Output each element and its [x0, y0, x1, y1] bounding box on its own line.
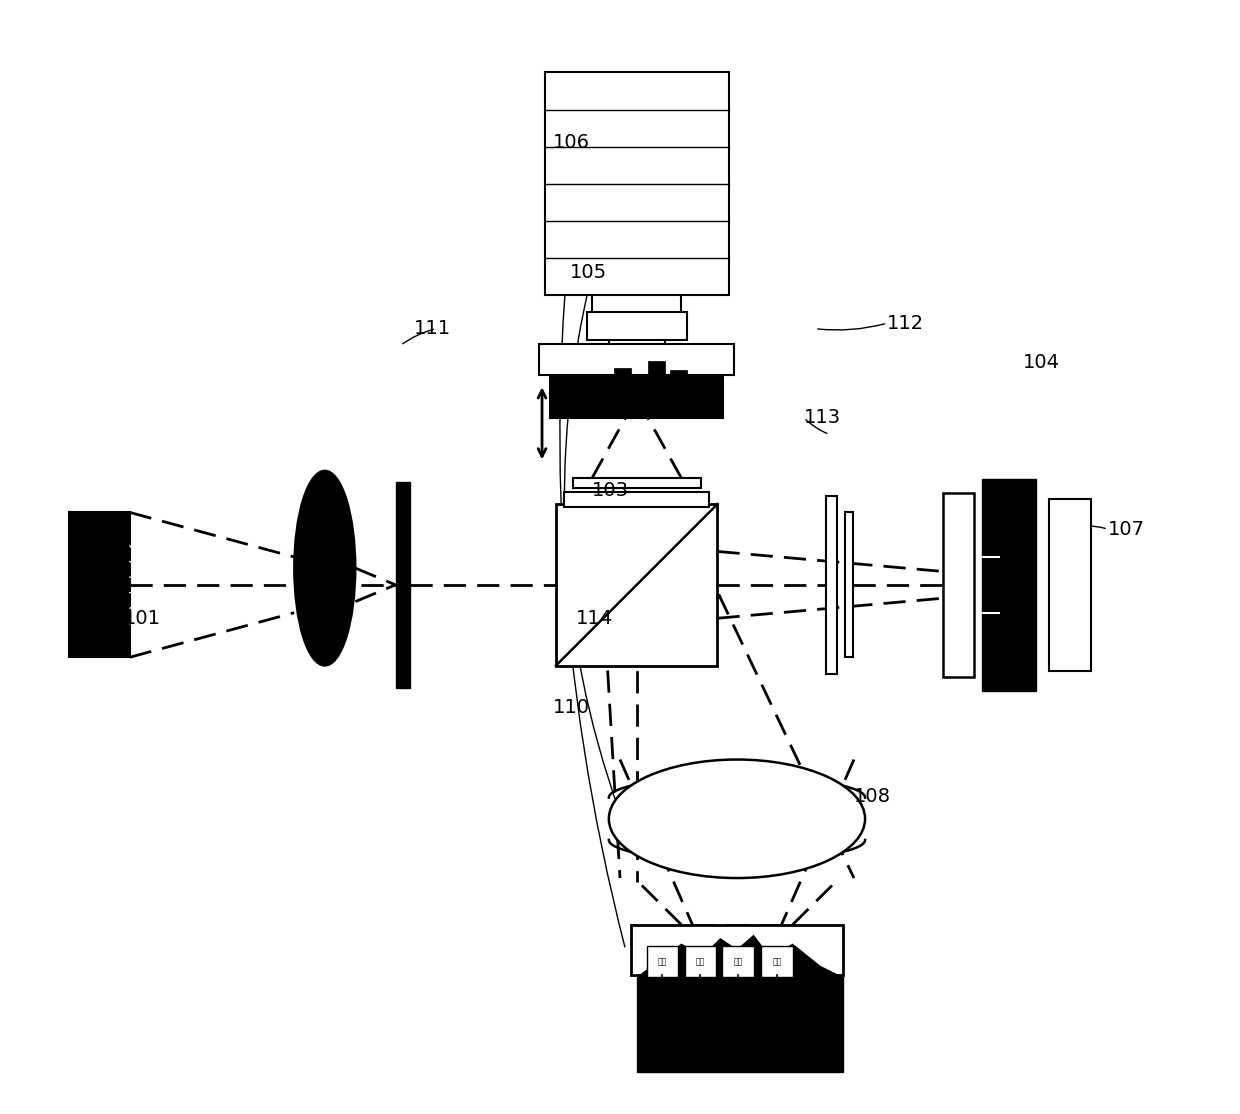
Bar: [944, 494, 975, 677]
Text: 114: 114: [575, 608, 613, 628]
Bar: [68, 512, 130, 657]
Bar: [684, 946, 715, 977]
Bar: [647, 361, 665, 381]
Text: 像素: 像素: [733, 957, 743, 966]
Bar: [551, 375, 723, 418]
Bar: [636, 977, 843, 1072]
Text: 101: 101: [124, 608, 161, 628]
Text: 111: 111: [414, 319, 451, 339]
Bar: [844, 512, 853, 657]
Bar: [564, 492, 709, 507]
Bar: [587, 312, 687, 340]
Bar: [544, 72, 729, 295]
Text: 110: 110: [553, 697, 590, 717]
Text: 像素: 像素: [657, 957, 667, 966]
Bar: [651, 1004, 673, 1048]
Bar: [396, 482, 410, 688]
Text: 102: 102: [306, 608, 342, 628]
Text: 113: 113: [804, 408, 841, 428]
Text: 像素: 像素: [696, 957, 704, 966]
Bar: [826, 496, 837, 674]
Bar: [615, 368, 631, 381]
Text: 像素: 像素: [773, 957, 781, 966]
Bar: [766, 1004, 789, 1048]
Text: 109: 109: [759, 1051, 796, 1071]
Bar: [573, 478, 701, 488]
Ellipse shape: [294, 471, 356, 666]
Bar: [761, 946, 792, 977]
Bar: [556, 505, 718, 666]
Text: 105: 105: [570, 263, 608, 283]
Bar: [647, 946, 678, 977]
Bar: [689, 1004, 712, 1048]
Bar: [727, 1004, 749, 1048]
Polygon shape: [636, 935, 843, 977]
Bar: [723, 946, 754, 977]
Bar: [539, 344, 734, 375]
Text: 107: 107: [1107, 519, 1145, 539]
Bar: [1049, 499, 1091, 671]
Bar: [982, 479, 1035, 691]
Text: 108: 108: [854, 786, 890, 807]
Text: 104: 104: [1023, 352, 1060, 372]
Ellipse shape: [609, 760, 866, 878]
Text: 103: 103: [593, 480, 629, 500]
Bar: [631, 925, 843, 975]
Text: 106: 106: [553, 133, 590, 153]
Text: 112: 112: [888, 313, 925, 333]
Bar: [670, 370, 687, 381]
